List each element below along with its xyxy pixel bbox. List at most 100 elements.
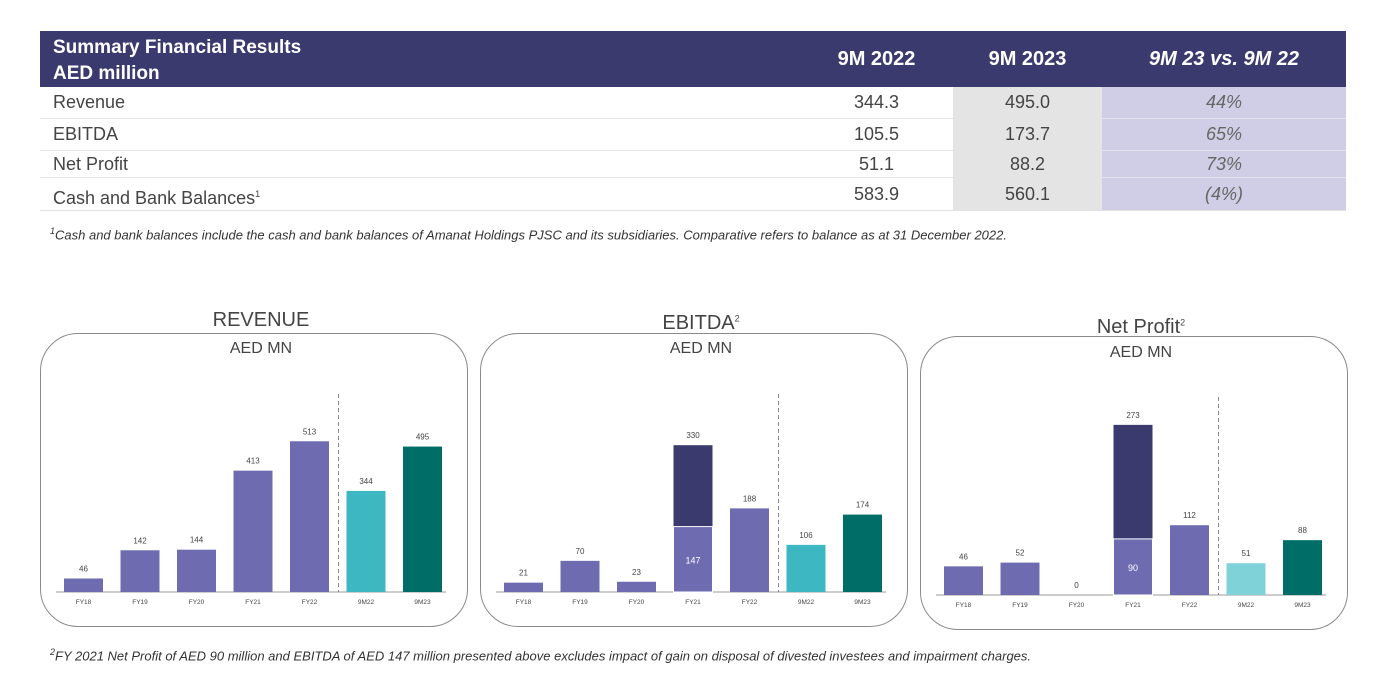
category-tick-label: FY18 [516, 599, 532, 606]
bar-fy18 [64, 578, 103, 592]
footnote-2: 2FY 2021 Net Profit of AED 90 million an… [50, 647, 1031, 663]
value-variance: 44% [1102, 87, 1346, 118]
bar-value-label: 46 [79, 564, 88, 573]
ebitda-title-text: EBITDA [662, 312, 735, 334]
footnote-marker: 1 [50, 226, 56, 236]
bar-value-label: 174 [856, 501, 870, 510]
category-tick-label: 9M23 [414, 599, 431, 606]
category-tick-label: FY18 [956, 602, 972, 609]
category-tick-label: FY19 [132, 599, 148, 606]
value-variance: 65% [1102, 119, 1346, 150]
bar-fy19 [560, 560, 600, 592]
table-row: Revenue 344.3 495.0 44% [40, 87, 1346, 119]
bar-value-label: 21 [519, 569, 528, 578]
table-title: Summary Financial Results AED million [53, 35, 301, 87]
value-9m-2022: 583.9 [853, 184, 900, 204]
bar-segment-label: 90 [1128, 563, 1138, 573]
bar-fy20 [617, 581, 656, 592]
category-tick-label: FY20 [629, 599, 645, 606]
category-tick-label: 9M22 [358, 599, 375, 606]
bar-value-label: 52 [1016, 549, 1025, 558]
panel-title-rule [356, 333, 418, 334]
footnote-marker: 2 [50, 647, 56, 657]
category-tick-label: FY21 [245, 599, 261, 606]
row-label-text: Cash and Bank Balances [53, 188, 256, 208]
bar-9m22 [1226, 563, 1266, 595]
net-profit-chart-subtitle: AED MN [1109, 344, 1173, 361]
bar-value-label: 0 [1074, 581, 1079, 590]
category-tick-label: FY19 [572, 599, 588, 606]
category-tick-label: 9M23 [854, 599, 871, 606]
category-tick-label: FY18 [76, 599, 92, 606]
category-tick-label: 9M22 [1238, 602, 1255, 609]
footnote-text: FY 2021 Net Profit of AED 90 million and… [55, 648, 1032, 664]
category-tick-label: FY20 [189, 599, 205, 606]
category-tick-label: FY21 [685, 599, 701, 606]
row-label: Cash and Bank Balances1 [53, 178, 260, 214]
bar-fy20 [177, 549, 216, 592]
category-tick-label: FY22 [1182, 602, 1198, 609]
net-profit-chart-title: Net Profit2 [920, 316, 1362, 339]
row-label: Revenue [53, 92, 126, 112]
bar-fy22 [1170, 525, 1209, 595]
row-label: Net Profit [53, 154, 129, 174]
bar-value-label: 513 [303, 427, 317, 436]
table-header: Summary Financial Results AED million 9M… [40, 31, 1346, 87]
value-variance: 73% [1102, 151, 1346, 177]
category-tick-label: FY22 [742, 599, 758, 606]
category-tick-label: FY21 [1125, 602, 1141, 609]
value-9m-2023: 88.2 [953, 151, 1102, 177]
net-profit-title-text: Net Profit [1096, 316, 1181, 338]
bar-fy22 [290, 441, 329, 592]
bar-value-label: 70 [576, 547, 585, 556]
panel-title-rule [545, 333, 607, 334]
category-tick-label: 9M23 [1294, 602, 1311, 609]
bar-value-label: 495 [416, 433, 430, 442]
row-label: EBITDA [53, 124, 119, 144]
panel-title-rule [795, 333, 857, 334]
bar-segment-fy21 [1113, 538, 1153, 596]
column-header-9m-2023: 9M 2023 [988, 48, 1067, 70]
category-tick-label: 9M22 [798, 599, 815, 606]
bar-fy22 [730, 508, 769, 592]
panel-title-rule [985, 336, 1047, 337]
table-row: EBITDA 105.5 173.7 65% [40, 119, 1346, 151]
column-header-9m-2022: 9M 2022 [837, 48, 916, 70]
ebitda-chart-title: EBITDA2 [480, 312, 922, 335]
footnote-ref: 1 [255, 189, 261, 199]
revenue-chart-panel [40, 333, 468, 627]
net-profit-bar-chart: 46 FY18 52 FY19 0 FY20 90 273 FY21 112 FY22 51 9M22 8… [936, 397, 1326, 609]
bar-fy21 [233, 470, 273, 592]
bar-9m23 [1283, 540, 1322, 595]
revenue-chart-title: REVENUE [212, 309, 310, 331]
bar-value-label: 144 [190, 536, 204, 545]
table-title-line2: AED million [53, 63, 160, 84]
bar-value-label: 51 [1242, 549, 1251, 558]
footnote-1: 1Cash and bank balances include the cash… [50, 226, 1007, 242]
bar-value-label: 330 [686, 431, 700, 440]
value-9m-2023: 560.1 [953, 178, 1102, 210]
value-9m-2022: 105.5 [853, 124, 900, 144]
bar-fy18 [944, 566, 983, 595]
bar-value-label: 23 [632, 568, 641, 577]
bar-value-label: 142 [133, 536, 147, 545]
table-row: Net Profit 51.1 88.2 73% [40, 151, 1346, 178]
ebitda-bar-chart: 21 FY18 70 FY19 23 FY20 147 330 FY21 188 FY22 106 9M… [496, 394, 886, 606]
bar-value-label: 46 [959, 552, 968, 561]
value-9m-2023: 173.7 [953, 119, 1102, 150]
bar-value-label: 88 [1298, 526, 1307, 535]
footnote-text: Cash and bank balances include the cash … [55, 227, 1007, 243]
panel-title-rule [105, 333, 167, 334]
summary-table: Summary Financial Results AED million 9M… [40, 31, 1346, 211]
value-9m-2022: 344.3 [853, 92, 900, 112]
bar-value-label: 413 [246, 457, 260, 466]
bar-value-label: 188 [743, 494, 757, 503]
bar-segment-label: 147 [685, 555, 700, 565]
bar-9m22 [346, 490, 386, 592]
category-tick-label: FY22 [302, 599, 318, 606]
bar-value-label: 273 [1126, 411, 1140, 420]
bar-segment-fy21 [673, 526, 713, 593]
panel-title-rule [1236, 336, 1298, 337]
category-tick-label: FY19 [1012, 602, 1028, 609]
bar-fy19 [120, 550, 160, 592]
